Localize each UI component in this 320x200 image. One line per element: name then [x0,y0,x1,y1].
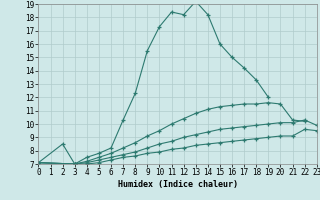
X-axis label: Humidex (Indice chaleur): Humidex (Indice chaleur) [118,180,238,189]
